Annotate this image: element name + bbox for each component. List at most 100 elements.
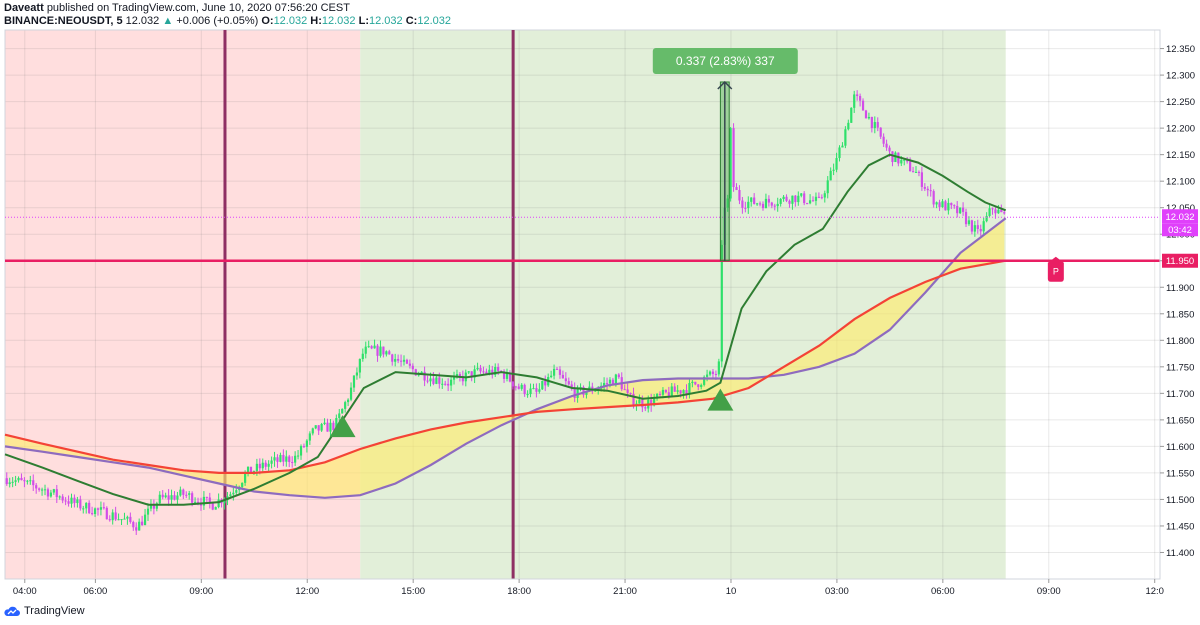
candle-body bbox=[38, 488, 41, 490]
buy-signal-triangle bbox=[707, 388, 734, 411]
candle-body bbox=[888, 147, 891, 152]
candle-body bbox=[164, 495, 167, 498]
candle-body bbox=[273, 457, 276, 461]
candle-body bbox=[720, 244, 723, 362]
candle-body bbox=[135, 527, 138, 531]
candle-body bbox=[497, 367, 500, 371]
candle-body bbox=[323, 422, 326, 425]
price-tick-label: 12.050 bbox=[1166, 203, 1195, 214]
candle-body bbox=[352, 375, 356, 388]
candle-body bbox=[605, 382, 609, 384]
candle-body bbox=[850, 107, 853, 123]
high-value: 12.032 bbox=[321, 15, 356, 27]
p-marker[interactable]: P bbox=[1047, 256, 1064, 282]
candle-body bbox=[452, 376, 456, 380]
candle-body bbox=[870, 116, 873, 129]
time-tick-label: 06:00 bbox=[931, 586, 955, 597]
candle-body bbox=[991, 208, 994, 210]
candle-body bbox=[473, 369, 476, 378]
candle-body bbox=[770, 202, 773, 206]
candle-body bbox=[214, 507, 217, 510]
buy-signals bbox=[329, 388, 734, 438]
candle-body bbox=[997, 209, 1000, 214]
candle-body bbox=[482, 371, 485, 373]
candle-body bbox=[158, 494, 161, 504]
candle-body bbox=[329, 422, 332, 432]
candle-body bbox=[664, 389, 667, 393]
candle-body bbox=[576, 387, 579, 398]
price-tick-label: 11.450 bbox=[1166, 521, 1194, 532]
measure-label: 0.337 (2.83%) 337 bbox=[676, 54, 775, 68]
candle-body bbox=[679, 390, 682, 394]
candle-body bbox=[947, 202, 950, 211]
candle-body bbox=[885, 143, 888, 148]
last-price-badge bbox=[1162, 209, 1198, 224]
price-range-measure[interactable]: 0.337 (2.83%) 337 bbox=[652, 47, 798, 262]
candle-body bbox=[779, 199, 782, 204]
candle-body bbox=[205, 496, 208, 498]
candle-body bbox=[806, 203, 809, 205]
candle-body bbox=[676, 390, 679, 392]
moving-averages bbox=[4, 153, 1007, 506]
symbol-label[interactable]: BINANCE:NEOUSDT, 5 bbox=[4, 15, 123, 27]
candle-body bbox=[920, 172, 923, 187]
candle-body bbox=[661, 389, 665, 395]
change-value: +0.006 (+0.05%) bbox=[176, 15, 259, 27]
open-value: 12.032 bbox=[273, 15, 308, 27]
candle-body bbox=[326, 422, 329, 432]
candle-body bbox=[432, 378, 435, 384]
horizontal-level[interactable]: P bbox=[5, 216, 1160, 282]
publisher-name[interactable]: Daveatt bbox=[4, 2, 44, 14]
candle-body bbox=[11, 481, 14, 483]
time-tick-label: 15:00 bbox=[401, 586, 425, 597]
candle-body bbox=[517, 386, 520, 389]
footer-brand[interactable]: TradingView bbox=[4, 605, 85, 617]
candle-body bbox=[579, 386, 582, 388]
candle-body bbox=[911, 171, 915, 173]
candle-body bbox=[320, 424, 323, 431]
candle-body bbox=[858, 96, 862, 101]
candle-body bbox=[814, 196, 818, 201]
candle-body bbox=[529, 388, 532, 395]
price-tick-label: 11.800 bbox=[1166, 336, 1194, 347]
candle-body bbox=[364, 346, 367, 354]
candle-body bbox=[99, 507, 103, 510]
session-separators bbox=[223, 30, 515, 579]
candle-body bbox=[64, 500, 67, 502]
candle-body bbox=[838, 147, 841, 159]
candle-body bbox=[585, 391, 588, 395]
candle-body bbox=[738, 190, 741, 201]
candle-body bbox=[876, 122, 879, 128]
candle-body bbox=[561, 374, 565, 379]
candle-body bbox=[447, 383, 450, 386]
candle-body bbox=[23, 480, 26, 482]
candle-body bbox=[55, 489, 58, 498]
candle-body bbox=[485, 371, 488, 374]
candle-body bbox=[626, 389, 629, 393]
candle-body bbox=[235, 490, 238, 493]
candle-body bbox=[900, 159, 903, 164]
candle-body bbox=[717, 361, 720, 375]
candle-body bbox=[673, 386, 676, 392]
candle-body bbox=[617, 374, 620, 378]
candle-body bbox=[170, 495, 173, 500]
candle-body bbox=[788, 200, 791, 204]
high-label: H: bbox=[310, 15, 322, 27]
candle-body bbox=[817, 196, 821, 198]
price-tick-label: 11.650 bbox=[1166, 415, 1194, 426]
candle-body bbox=[120, 519, 123, 521]
candle-body bbox=[729, 128, 732, 199]
candle-body bbox=[249, 466, 253, 474]
candle-body bbox=[682, 390, 685, 394]
candle-body bbox=[550, 375, 553, 378]
countdown-badge-label: 03:42 bbox=[1168, 225, 1192, 236]
candle-body bbox=[308, 433, 311, 441]
price-tick-label: 11.550 bbox=[1166, 468, 1194, 479]
candle-body bbox=[803, 193, 806, 204]
candle-body bbox=[397, 358, 400, 361]
candle-body bbox=[1003, 212, 1006, 214]
candle-body bbox=[70, 497, 73, 504]
candle-body bbox=[944, 201, 947, 211]
candle-body bbox=[744, 207, 747, 209]
